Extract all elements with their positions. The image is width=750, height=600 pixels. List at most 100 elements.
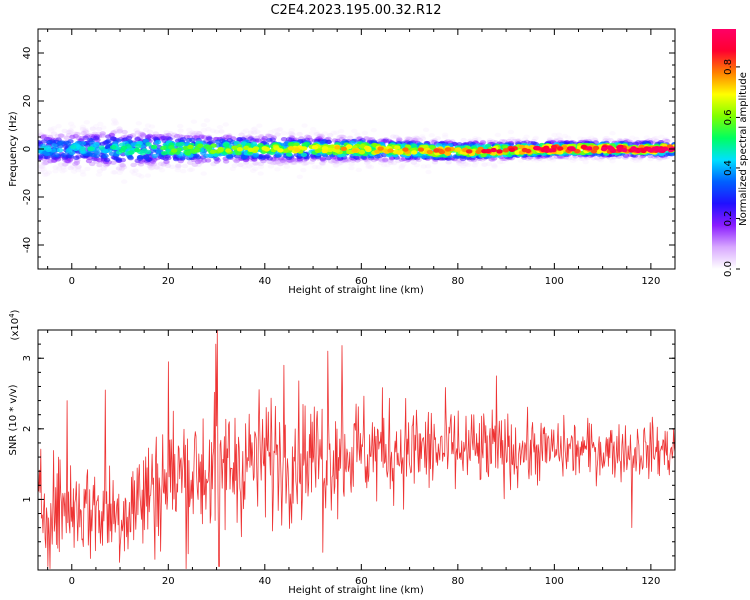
- spectral-cell: [267, 164, 275, 169]
- spectral-cell: [191, 130, 198, 136]
- spectral-cell: [441, 134, 449, 139]
- spectral-cell: [426, 149, 434, 155]
- spectral-cell: [247, 130, 254, 135]
- spectral-cell: [71, 131, 79, 136]
- spectral-cell: [301, 161, 308, 166]
- spectral-cell: [135, 172, 142, 178]
- x-tick-label: 120: [641, 576, 660, 587]
- spectral-cell: [429, 139, 436, 144]
- spectral-cell: [204, 158, 212, 163]
- spectral-cell: [187, 167, 194, 173]
- spectral-cell: [57, 162, 65, 167]
- spectral-cell: [313, 131, 321, 137]
- spectral-cell: [250, 168, 257, 173]
- spectrogram-y-ticks: -40 -20 0 20 40: [22, 28, 675, 270]
- spectral-cell: [158, 168, 166, 173]
- spectral-cell: [50, 126, 58, 131]
- spectral-cell: [457, 162, 465, 167]
- spectral-cell: [419, 134, 426, 139]
- x-tick-label: 40: [258, 276, 271, 287]
- spectral-cell: [632, 158, 639, 164]
- spectral-cell: [381, 158, 389, 164]
- spectral-cell: [608, 146, 615, 151]
- spectral-cell: [42, 170, 49, 175]
- spectral-cell: [41, 161, 48, 166]
- spectral-cell: [521, 137, 529, 142]
- spectral-cell: [56, 148, 64, 153]
- spectral-cell: [481, 162, 488, 168]
- spectral-cell: [38, 164, 44, 169]
- spectral-cell: [390, 134, 397, 139]
- spectral-cell: [74, 131, 81, 137]
- spectral-cell: [58, 133, 66, 138]
- spectral-cell: [79, 124, 87, 130]
- spectral-cell: [95, 126, 103, 132]
- spectral-cell: [549, 158, 557, 163]
- spectral-cell: [572, 157, 579, 162]
- spectral-cell: [66, 129, 74, 135]
- spectral-cell: [444, 147, 452, 152]
- spectral-cell: [186, 131, 194, 137]
- spectral-cell: [93, 135, 100, 141]
- spectral-cell: [82, 129, 89, 134]
- spectral-cell: [180, 169, 187, 174]
- spectral-cell: [38, 167, 46, 172]
- spectral-cell: [63, 135, 70, 141]
- spectral-cell: [61, 128, 68, 134]
- spectral-cell: [135, 121, 143, 126]
- spectral-cell: [318, 160, 326, 166]
- spectral-cell: [127, 155, 134, 160]
- spectral-cell: [173, 133, 181, 139]
- spectral-cell: [103, 157, 111, 163]
- spectral-cell: [43, 160, 50, 165]
- spectral-cell: [232, 157, 239, 162]
- spectral-cell: [378, 158, 386, 163]
- y-tick-label: 0: [22, 146, 33, 152]
- spectral-cell: [274, 132, 281, 137]
- spectral-cell: [283, 164, 291, 169]
- spectral-cell: [176, 133, 184, 139]
- spectral-cell: [276, 162, 284, 167]
- spectral-cell: [121, 179, 128, 184]
- colorbar-tick-label: 0.8: [723, 59, 734, 75]
- spectral-cell: [266, 137, 273, 143]
- spectral-cell: [252, 161, 259, 166]
- spectral-cell: [46, 140, 53, 145]
- y-tick-label: 40: [22, 47, 33, 60]
- spectral-cell: [116, 128, 124, 133]
- x-tick-label: 60: [355, 576, 368, 587]
- spectral-cell: [346, 135, 354, 141]
- spectral-cell: [53, 152, 60, 158]
- spectral-cell: [214, 139, 222, 144]
- spectral-cell: [246, 164, 253, 169]
- spectral-cell: [210, 161, 217, 167]
- spectral-cell: [465, 149, 473, 154]
- spectral-cell: [551, 132, 558, 138]
- spectral-cell: [419, 136, 427, 141]
- spectral-cell: [144, 123, 152, 128]
- spectral-cell: [556, 155, 564, 161]
- spectral-cell: [289, 160, 296, 165]
- spectral-cell: [148, 124, 156, 129]
- spectral-cell: [236, 137, 243, 142]
- spectral-cell: [550, 156, 557, 161]
- spectral-cell: [471, 163, 478, 168]
- spectral-cell: [481, 162, 489, 167]
- spectral-cell: [39, 164, 46, 169]
- spectral-cell: [166, 136, 173, 142]
- spectral-cell: [417, 147, 425, 152]
- spectral-cell: [130, 162, 137, 168]
- spectral-cell: [529, 157, 536, 162]
- spectral-cell: [167, 131, 174, 136]
- spectral-cell: [89, 152, 97, 158]
- spectral-cell: [332, 163, 339, 168]
- spectral-cell: [157, 161, 165, 167]
- spectral-cell: [424, 164, 432, 169]
- spectral-cell: [276, 127, 284, 132]
- spectral-cell: [251, 126, 258, 131]
- spectral-cell: [663, 138, 671, 144]
- spectral-cell: [455, 147, 462, 152]
- spectral-cell: [240, 129, 248, 135]
- spectral-cell: [249, 138, 257, 143]
- colorbar-tick-label: 0.0: [723, 261, 734, 277]
